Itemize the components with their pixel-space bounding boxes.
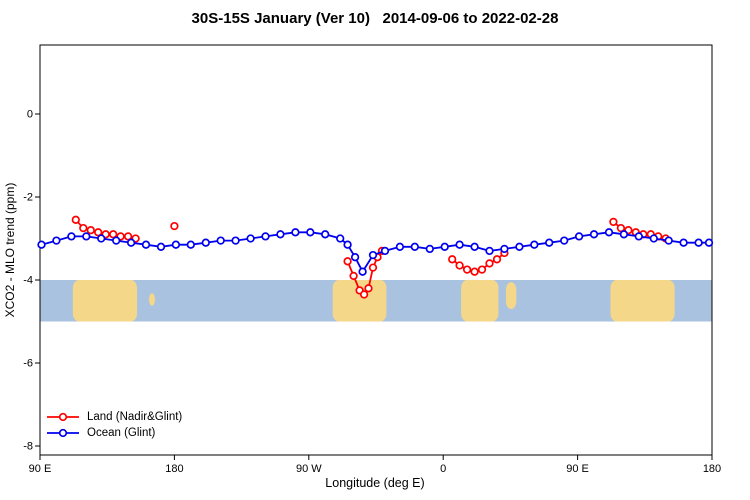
plot-frame — [39, 44, 713, 456]
x-tick-label: 180 — [165, 463, 183, 475]
ocean-data-point — [485, 246, 494, 256]
x-tick-label: 180 — [703, 463, 721, 475]
land-series-marker-icon — [47, 412, 79, 422]
ocean-data-point — [440, 242, 449, 251]
ocean-data-point — [368, 250, 378, 260]
y-axis-title: XCO2 - MLO trend (ppm) — [3, 182, 17, 318]
ocean-data-point — [171, 240, 181, 249]
ocean-data-point — [201, 238, 210, 247]
ocean-data-point — [276, 230, 285, 239]
land-data-point — [477, 265, 487, 274]
land-data-point — [109, 230, 118, 239]
map-land-australia-west — [72, 280, 138, 322]
land-data-point — [86, 226, 95, 235]
ocean-data-point — [306, 228, 315, 237]
ocean-data-point — [350, 253, 360, 262]
land-data-point — [79, 223, 88, 233]
ocean-data-point — [231, 236, 240, 245]
ocean-data-point — [560, 236, 569, 245]
land-data-point — [364, 284, 373, 293]
y-tick-label: -8 — [23, 441, 33, 453]
map-land-south-america — [332, 280, 387, 322]
ocean-data-point — [261, 232, 270, 241]
ocean-data-point — [455, 240, 464, 249]
land-data-point — [448, 255, 457, 264]
legend-label-land: Land (Nadir&Glint) — [87, 411, 183, 423]
land-data-point — [359, 290, 369, 299]
land-data-point — [94, 228, 103, 237]
map-land-new-caledonia — [149, 293, 155, 306]
map-land-australia-east — [610, 280, 675, 322]
ocean-data-point — [321, 230, 330, 239]
x-axis-title: Longitude (deg E) — [325, 476, 425, 490]
ocean-data-point — [704, 238, 714, 247]
ocean-data-point — [291, 228, 300, 237]
ocean-data-point — [395, 242, 405, 251]
legend-item-land: Land (Nadir&Glint) — [46, 410, 182, 424]
ocean-data-point — [112, 236, 121, 245]
ocean-data-point — [343, 240, 352, 249]
legend: Land (Nadir&Glint) Ocean (Glint) — [46, 410, 182, 440]
land-data-point — [470, 267, 479, 276]
x-tick-label: 90 E — [566, 463, 589, 475]
x-tick-label: 90 W — [296, 463, 322, 475]
land-data-point — [492, 255, 502, 264]
x-tick-label: 90 E — [29, 463, 52, 475]
land-data-point — [485, 259, 494, 268]
land-data-point — [170, 221, 179, 231]
land-data-point — [343, 257, 352, 266]
ocean-data-point — [67, 232, 76, 241]
legend-label-ocean: Ocean (Glint) — [87, 427, 156, 439]
ocean-data-point — [694, 238, 703, 247]
land-data-point — [71, 215, 80, 224]
ocean-data-point — [126, 238, 136, 247]
land-data-point — [455, 261, 464, 270]
legend-item-ocean: Ocean (Glint) — [46, 426, 182, 440]
ocean-data-point — [664, 236, 673, 245]
y-tick-label: -6 — [23, 358, 33, 370]
ocean-data-point — [186, 240, 195, 249]
ocean-data-point — [216, 236, 225, 245]
ocean-data-point — [604, 228, 614, 237]
ocean-data-point — [574, 232, 584, 241]
x-tick-label: 0 — [440, 463, 446, 475]
ocean-data-point — [589, 230, 599, 239]
ocean-data-point — [52, 236, 61, 245]
ocean-data-point — [634, 232, 643, 241]
ocean-data-point — [246, 234, 255, 243]
ocean-data-point — [336, 234, 345, 243]
ocean-data-point — [358, 267, 367, 276]
ocean-data-point — [82, 232, 91, 241]
land-data-point — [368, 263, 378, 272]
map-land-madagascar — [505, 282, 517, 310]
map-land-southern-africa — [461, 280, 499, 322]
ocean-series-marker-icon — [47, 428, 79, 438]
land-data-point — [616, 223, 626, 233]
land-data-point — [349, 271, 358, 281]
land-data-point — [123, 232, 133, 241]
ocean-data-point — [619, 230, 629, 239]
ocean-data-point — [545, 238, 554, 247]
ocean-data-point — [470, 242, 479, 251]
ocean-data-point — [141, 240, 151, 249]
ocean-data-point — [649, 234, 658, 243]
ocean-data-point — [410, 242, 419, 251]
ocean-data-point — [156, 242, 166, 251]
ocean-data-point — [37, 240, 46, 249]
ocean-data-point — [500, 244, 509, 254]
land-data-point — [609, 217, 618, 227]
ocean-data-point — [515, 242, 524, 251]
y-tick-label: -2 — [23, 192, 33, 204]
ocean-data-point — [97, 234, 106, 243]
ocean-data-point — [425, 244, 434, 254]
y-tick-label: 0 — [27, 109, 33, 121]
land-data-point — [462, 265, 472, 274]
ocean-data-point — [679, 238, 688, 247]
ocean-data-point — [530, 240, 539, 249]
chart-title: 30S-15S January (Ver 10) 2014-09-06 to 2… — [191, 10, 559, 27]
ocean-data-point — [380, 246, 390, 256]
y-tick-label: -4 — [23, 275, 33, 287]
